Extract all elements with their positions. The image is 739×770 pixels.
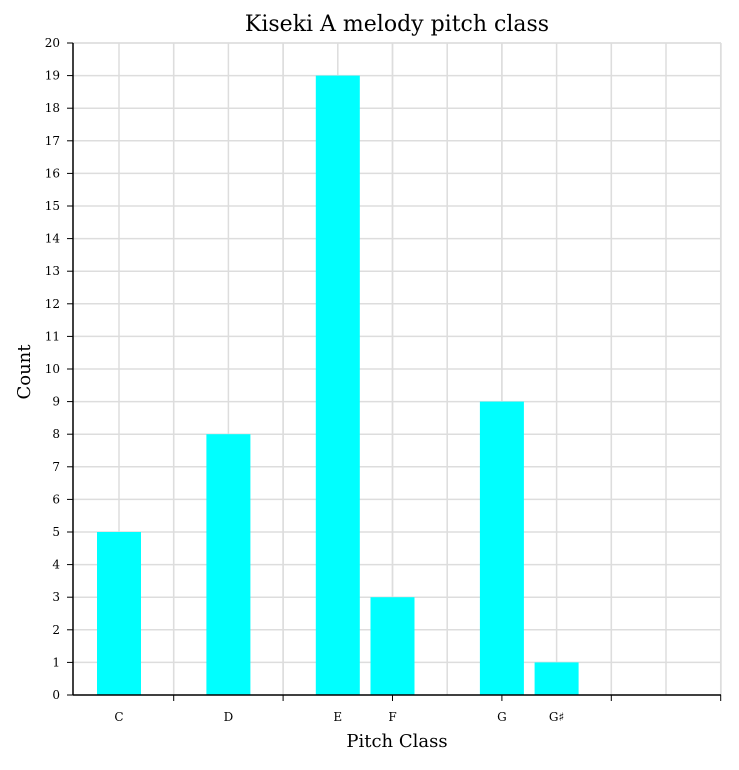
y-tick-label: 2 bbox=[52, 623, 60, 637]
y-tick-label: 6 bbox=[52, 492, 60, 506]
y-tick-label: 11 bbox=[45, 329, 60, 343]
y-tick-label: 13 bbox=[45, 264, 60, 278]
x-tick-label: C bbox=[114, 710, 123, 724]
y-tick-label: 8 bbox=[52, 427, 60, 441]
bar-0 bbox=[97, 532, 141, 695]
chart-title: Kiseki A melody pitch class bbox=[245, 12, 549, 37]
y-tick-label: 17 bbox=[45, 134, 60, 148]
y-tick-label: 18 bbox=[45, 101, 60, 115]
y-tick-label: 15 bbox=[45, 199, 60, 213]
x-tick-label: G bbox=[497, 710, 507, 724]
y-tick-label: 9 bbox=[52, 395, 60, 409]
y-tick-label: 19 bbox=[45, 69, 60, 83]
y-tick-label: 4 bbox=[52, 558, 60, 572]
y-tick-label: 0 bbox=[52, 688, 60, 702]
bar-5 bbox=[534, 662, 579, 695]
x-tick-label: F bbox=[388, 710, 396, 724]
y-tick-label: 7 bbox=[52, 460, 60, 474]
y-tick-label: 16 bbox=[45, 166, 60, 180]
bar-1 bbox=[206, 434, 251, 695]
y-tick-label: 10 bbox=[45, 362, 60, 376]
y-tick-label: 12 bbox=[45, 297, 60, 311]
x-tick-label: E bbox=[333, 710, 342, 724]
y-tick-label: 5 bbox=[52, 525, 60, 539]
y-tick-label: 20 bbox=[45, 36, 60, 50]
bars bbox=[97, 75, 579, 696]
y-tick-label: 14 bbox=[45, 232, 61, 246]
bar-3 bbox=[370, 597, 415, 695]
bar-2 bbox=[315, 75, 360, 696]
x-axis-label: Pitch Class bbox=[346, 731, 447, 752]
y-tick-label: 3 bbox=[52, 590, 60, 604]
x-tick-label: G♯ bbox=[549, 710, 564, 724]
x-tick-label: D bbox=[224, 710, 234, 724]
y-tick-label: 1 bbox=[52, 655, 60, 669]
y-axis-label: Count bbox=[14, 344, 35, 400]
bar-4 bbox=[479, 401, 524, 695]
